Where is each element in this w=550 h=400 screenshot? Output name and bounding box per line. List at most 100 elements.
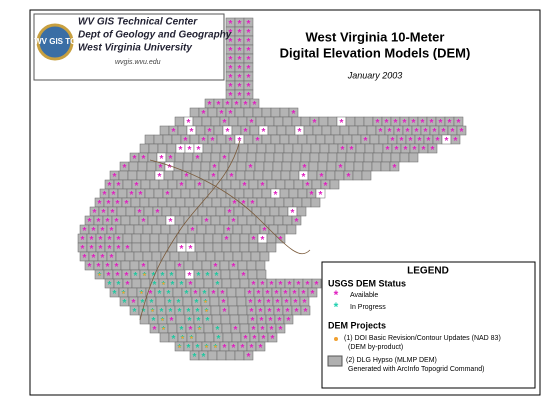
dem-tile xyxy=(238,143,249,154)
legend-box xyxy=(321,261,536,389)
dem-tile xyxy=(306,134,317,145)
river xyxy=(149,159,311,255)
tile-status-available: * xyxy=(108,181,112,192)
dem-tile xyxy=(277,224,288,235)
dem-tile xyxy=(124,251,135,262)
dem-tile xyxy=(161,206,172,217)
tile-status-available: * xyxy=(83,226,87,237)
tile-status-available: * xyxy=(433,127,437,138)
dem-tile xyxy=(300,116,311,127)
dem-tile xyxy=(256,143,267,154)
tile-status-available: * xyxy=(88,262,92,273)
tile-status-progress: * xyxy=(196,343,200,354)
legend-item: (1) DOI Basic Revision/Contour Updates (… xyxy=(344,335,501,342)
dem-tile xyxy=(125,206,136,217)
tile-status-available: * xyxy=(302,172,306,183)
dem-tile xyxy=(241,224,252,235)
tile-status-available: * xyxy=(160,154,164,165)
dem-tile xyxy=(127,170,138,181)
dem-tile xyxy=(155,296,166,307)
dem-tile xyxy=(244,170,255,181)
tile-status-available: * xyxy=(297,280,301,291)
dem-tile xyxy=(128,161,139,172)
tile-status-progress: * xyxy=(162,280,166,291)
dem-tile xyxy=(166,143,177,154)
tile-status-available: * xyxy=(247,64,251,75)
tile-status-available: * xyxy=(179,145,183,156)
dem-tile xyxy=(230,179,241,190)
dem-tile xyxy=(312,125,323,136)
tile-status-progress: * xyxy=(216,325,220,336)
dem-tile xyxy=(288,134,299,145)
dem-tile xyxy=(211,197,222,208)
dem-tile xyxy=(282,215,293,226)
tile-status-available: * xyxy=(262,127,266,138)
tile-status-available: * xyxy=(406,127,410,138)
dem-tile xyxy=(355,143,366,154)
tile-status-available: * xyxy=(211,136,215,147)
dem-tile xyxy=(143,206,154,217)
logo-line: WV GIS Technical Center xyxy=(78,17,198,28)
tile-status-available: * xyxy=(228,208,232,219)
dem-tile xyxy=(284,179,295,190)
tile-status-available: * xyxy=(324,181,328,192)
dem-tile xyxy=(220,143,231,154)
tile-status-available: * xyxy=(319,190,323,201)
dem-tile xyxy=(153,134,164,145)
dem-tile xyxy=(264,116,275,127)
dem-tile xyxy=(222,332,233,343)
tile-status-available: * xyxy=(445,136,449,147)
tile-status-progress: * xyxy=(122,289,126,300)
dem-tile xyxy=(303,125,314,136)
dem-tile xyxy=(253,170,264,181)
dem-tile xyxy=(318,116,329,127)
dem-tile xyxy=(210,116,221,127)
dem-tile xyxy=(354,116,365,127)
tile-status-available: * xyxy=(158,172,162,183)
dem-tile xyxy=(115,251,126,262)
dem-tile xyxy=(364,143,375,154)
tile-status-available: * xyxy=(107,271,111,282)
tile-doi xyxy=(140,291,143,294)
dem-tile xyxy=(380,161,391,172)
tile-status-progress: * xyxy=(190,334,194,345)
tile-status-available: * xyxy=(102,208,106,219)
dem-tile xyxy=(167,323,178,334)
dem-tile xyxy=(237,305,248,316)
tile-status-progress: * xyxy=(177,298,181,309)
dem-tile xyxy=(195,332,206,343)
dem-tile xyxy=(174,152,185,163)
dem-tile xyxy=(246,215,257,226)
dem-tile xyxy=(291,116,302,127)
dem-tile xyxy=(264,215,275,226)
dem-tile xyxy=(328,143,339,154)
dem-tile xyxy=(147,215,158,226)
tile-status-progress: * xyxy=(202,352,206,363)
tile-status-available: * xyxy=(223,118,227,129)
tile-status-progress: * xyxy=(141,298,145,309)
tile-status-available: * xyxy=(229,28,233,39)
tile-status-progress: * xyxy=(123,298,127,309)
tile-status-available: * xyxy=(117,235,121,246)
tile-status-available: * xyxy=(232,217,236,228)
dem-tile xyxy=(230,278,241,289)
dem-tile xyxy=(219,260,230,271)
tile-status-available: * xyxy=(123,163,127,174)
dem-tile xyxy=(408,152,419,163)
tile-status-available: * xyxy=(261,280,265,291)
tile-status-available: * xyxy=(250,343,254,354)
tile-status-available: * xyxy=(229,82,233,93)
tile-status-available: * xyxy=(286,307,290,318)
dem-tile xyxy=(175,197,186,208)
tile-status-progress: * xyxy=(180,325,184,336)
tile-status-available: * xyxy=(159,163,163,174)
tile-status-available: * xyxy=(430,118,434,129)
dem-tile xyxy=(373,143,384,154)
dem-tile xyxy=(283,197,294,208)
title-line: Digital Elevation Models (DEM) xyxy=(280,45,471,60)
dem-tile xyxy=(211,314,222,325)
dem-tile xyxy=(342,134,353,145)
tile-status-available: * xyxy=(189,244,193,255)
tile-status-available: * xyxy=(110,253,114,264)
dem-tile xyxy=(210,215,221,226)
